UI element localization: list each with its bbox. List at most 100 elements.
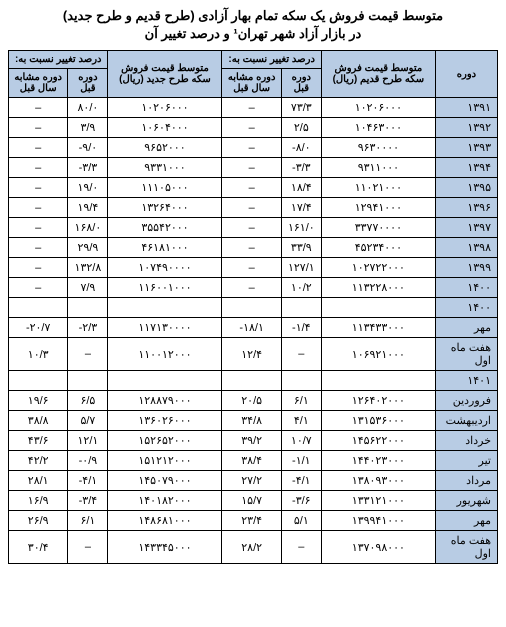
- section-header-row: ۱۴۰۱: [9, 371, 498, 391]
- new-prev-cell: -۴/۱: [68, 471, 108, 491]
- old-same-cell: –: [222, 198, 281, 218]
- table-row: ۱۳۹۲۱۰۴۶۳۰۰۰۲/۵–۱۰۶۰۴۰۰۰۳/۹–: [9, 118, 498, 138]
- new-price-cell: ۱۳۲۶۴۰۰۰: [108, 198, 222, 218]
- empty-cell: [9, 298, 68, 318]
- old-price-cell: ۱۲۹۴۱۰۰۰: [321, 198, 435, 218]
- empty-cell: [321, 371, 435, 391]
- new-price-cell: ۱۵۲۶۵۲۰۰۰: [108, 431, 222, 451]
- table-row: ۱۳۹۶۱۲۹۴۱۰۰۰۱۷/۴–۱۳۲۶۴۰۰۰۱۹/۴–: [9, 198, 498, 218]
- empty-cell: [108, 371, 222, 391]
- empty-cell: [222, 371, 281, 391]
- old-prev-cell: ۱۰/۲: [281, 278, 321, 298]
- new-same-cell: ۴۳/۶: [9, 431, 68, 451]
- new-price-cell: ۱۱۷۱۳۰۰۰۰: [108, 318, 222, 338]
- old-prev-cell: -۸/۰: [281, 138, 321, 158]
- old-same-cell: –: [222, 138, 281, 158]
- new-same-cell: ۱۶/۹: [9, 491, 68, 511]
- new-same-cell: –: [9, 238, 68, 258]
- old-prev-cell: ۱۷/۴: [281, 198, 321, 218]
- old-price-cell: ۱۴۵۶۲۲۰۰۰: [321, 431, 435, 451]
- period-cell: ۱۳۹۵: [435, 178, 497, 198]
- period-cell: ۱۳۹۶: [435, 198, 497, 218]
- old-price-cell: ۱۴۴۰۲۳۰۰۰: [321, 451, 435, 471]
- old-same-cell: –: [222, 98, 281, 118]
- period-cell: شهریور: [435, 491, 497, 511]
- table-row: هفت ماه اول۱۰۶۹۲۱۰۰۰–۱۲/۴۱۱۰۰۱۲۰۰۰–۱۰/۳: [9, 338, 498, 371]
- new-price-cell: ۳۵۵۴۲۰۰۰: [108, 218, 222, 238]
- old-same-cell: ۲۳/۴: [222, 511, 281, 531]
- header-new-prev: دوره قبل: [68, 69, 108, 98]
- old-prev-cell: -۳/۶: [281, 491, 321, 511]
- old-price-cell: ۹۳۱۱۰۰۰: [321, 158, 435, 178]
- new-price-cell: ۱۱۶۰۰۱۰۰۰: [108, 278, 222, 298]
- new-price-cell: ۱۰۷۴۹۰۰۰۰: [108, 258, 222, 278]
- empty-cell: [281, 371, 321, 391]
- new-same-cell: –: [9, 138, 68, 158]
- new-same-cell: –: [9, 218, 68, 238]
- old-prev-cell: ۱۲۷/۱: [281, 258, 321, 278]
- empty-cell: [281, 298, 321, 318]
- new-price-cell: ۱۴۸۶۸۱۰۰۰: [108, 511, 222, 531]
- new-prev-cell: ۱۲/۱: [68, 431, 108, 451]
- new-prev-cell: -۲/۳: [68, 318, 108, 338]
- old-price-cell: ۳۳۷۷۰۰۰۰: [321, 218, 435, 238]
- table-row: شهریور۱۳۳۱۲۱۰۰۰-۳/۶۱۵/۷۱۴۰۱۸۲۰۰۰-۳/۴۱۶/۹: [9, 491, 498, 511]
- period-cell: هفت ماه اول: [435, 531, 497, 564]
- old-same-cell: –: [222, 258, 281, 278]
- old-price-cell: ۱۳۳۱۲۱۰۰۰: [321, 491, 435, 511]
- section-header-cell: ۱۴۰۰: [435, 298, 497, 318]
- new-same-cell: –: [9, 158, 68, 178]
- new-same-cell: ۳۸/۸: [9, 411, 68, 431]
- new-prev-cell: ۱۳۲/۸: [68, 258, 108, 278]
- header-old-change: درصد تغییر نسبت به:: [222, 51, 321, 69]
- old-prev-cell: ۵/۱: [281, 511, 321, 531]
- new-prev-cell: ۶/۱: [68, 511, 108, 531]
- old-price-cell: ۱۱۳۴۳۳۰۰۰: [321, 318, 435, 338]
- old-prev-cell: –: [281, 531, 321, 564]
- old-price-cell: ۱۰۲۷۲۲۰۰۰: [321, 258, 435, 278]
- old-same-cell: –: [222, 178, 281, 198]
- old-same-cell: –: [222, 118, 281, 138]
- new-prev-cell: ۲۹/۹: [68, 238, 108, 258]
- period-cell: تیر: [435, 451, 497, 471]
- period-cell: مهر: [435, 511, 497, 531]
- new-price-cell: ۱۴۵۰۷۹۰۰۰: [108, 471, 222, 491]
- header-old-prev: دوره قبل: [281, 69, 321, 98]
- new-price-cell: ۴۶۱۸۱۰۰۰: [108, 238, 222, 258]
- table-row: مهر۱۳۹۹۴۱۰۰۰۵/۱۲۳/۴۱۴۸۶۸۱۰۰۰۶/۱۲۶/۹: [9, 511, 498, 531]
- old-prev-cell: ۳۳/۹: [281, 238, 321, 258]
- period-cell: ۱۳۹۳: [435, 138, 497, 158]
- old-prev-cell: -۳/۳: [281, 158, 321, 178]
- period-cell: ۱۳۹۹: [435, 258, 497, 278]
- new-same-cell: –: [9, 258, 68, 278]
- period-cell: ۱۳۹۱: [435, 98, 497, 118]
- empty-cell: [68, 298, 108, 318]
- table-row: هفت ماه اول۱۳۷۰۹۸۰۰۰–۲۸/۲۱۴۳۳۴۵۰۰۰–۳۰/۴: [9, 531, 498, 564]
- new-same-cell: -۲۰/۷: [9, 318, 68, 338]
- old-prev-cell: ۲/۵: [281, 118, 321, 138]
- new-prev-cell: -۳/۳: [68, 158, 108, 178]
- old-prev-cell: –: [281, 338, 321, 371]
- old-same-cell: ۳۸/۴: [222, 451, 281, 471]
- old-prev-cell: ۱۰/۷: [281, 431, 321, 451]
- section-header-cell: ۱۴۰۱: [435, 371, 497, 391]
- header-new-same: دوره مشابه سال قبل: [9, 69, 68, 98]
- new-same-cell: ۲۸/۱: [9, 471, 68, 491]
- table-row: ۱۳۹۱۱۰۲۰۶۰۰۰۷۳/۳–۱۰۲۰۶۰۰۰۸۰/۰–: [9, 98, 498, 118]
- old-same-cell: –: [222, 218, 281, 238]
- period-cell: هفت ماه اول: [435, 338, 497, 371]
- old-same-cell: –: [222, 238, 281, 258]
- new-price-cell: ۱۱۰۰۱۲۰۰۰: [108, 338, 222, 371]
- old-prev-cell: -۱/۱: [281, 451, 321, 471]
- new-same-cell: –: [9, 118, 68, 138]
- new-prev-cell: -۳/۴: [68, 491, 108, 511]
- old-price-cell: ۱۱۳۲۲۸۰۰۰: [321, 278, 435, 298]
- empty-cell: [68, 371, 108, 391]
- new-price-cell: ۱۰۲۰۶۰۰۰: [108, 98, 222, 118]
- period-cell: اردیبهشت: [435, 411, 497, 431]
- old-price-cell: ۱۳۸۰۹۳۰۰۰: [321, 471, 435, 491]
- old-prev-cell: ۴/۱: [281, 411, 321, 431]
- old-price-cell: ۱۲۶۴۰۲۰۰۰: [321, 391, 435, 411]
- new-prev-cell: ۸۰/۰: [68, 98, 108, 118]
- table-row: فروردین۱۲۶۴۰۲۰۰۰۶/۱۲۰/۵۱۲۸۸۷۹۰۰۰۶/۵۱۹/۶: [9, 391, 498, 411]
